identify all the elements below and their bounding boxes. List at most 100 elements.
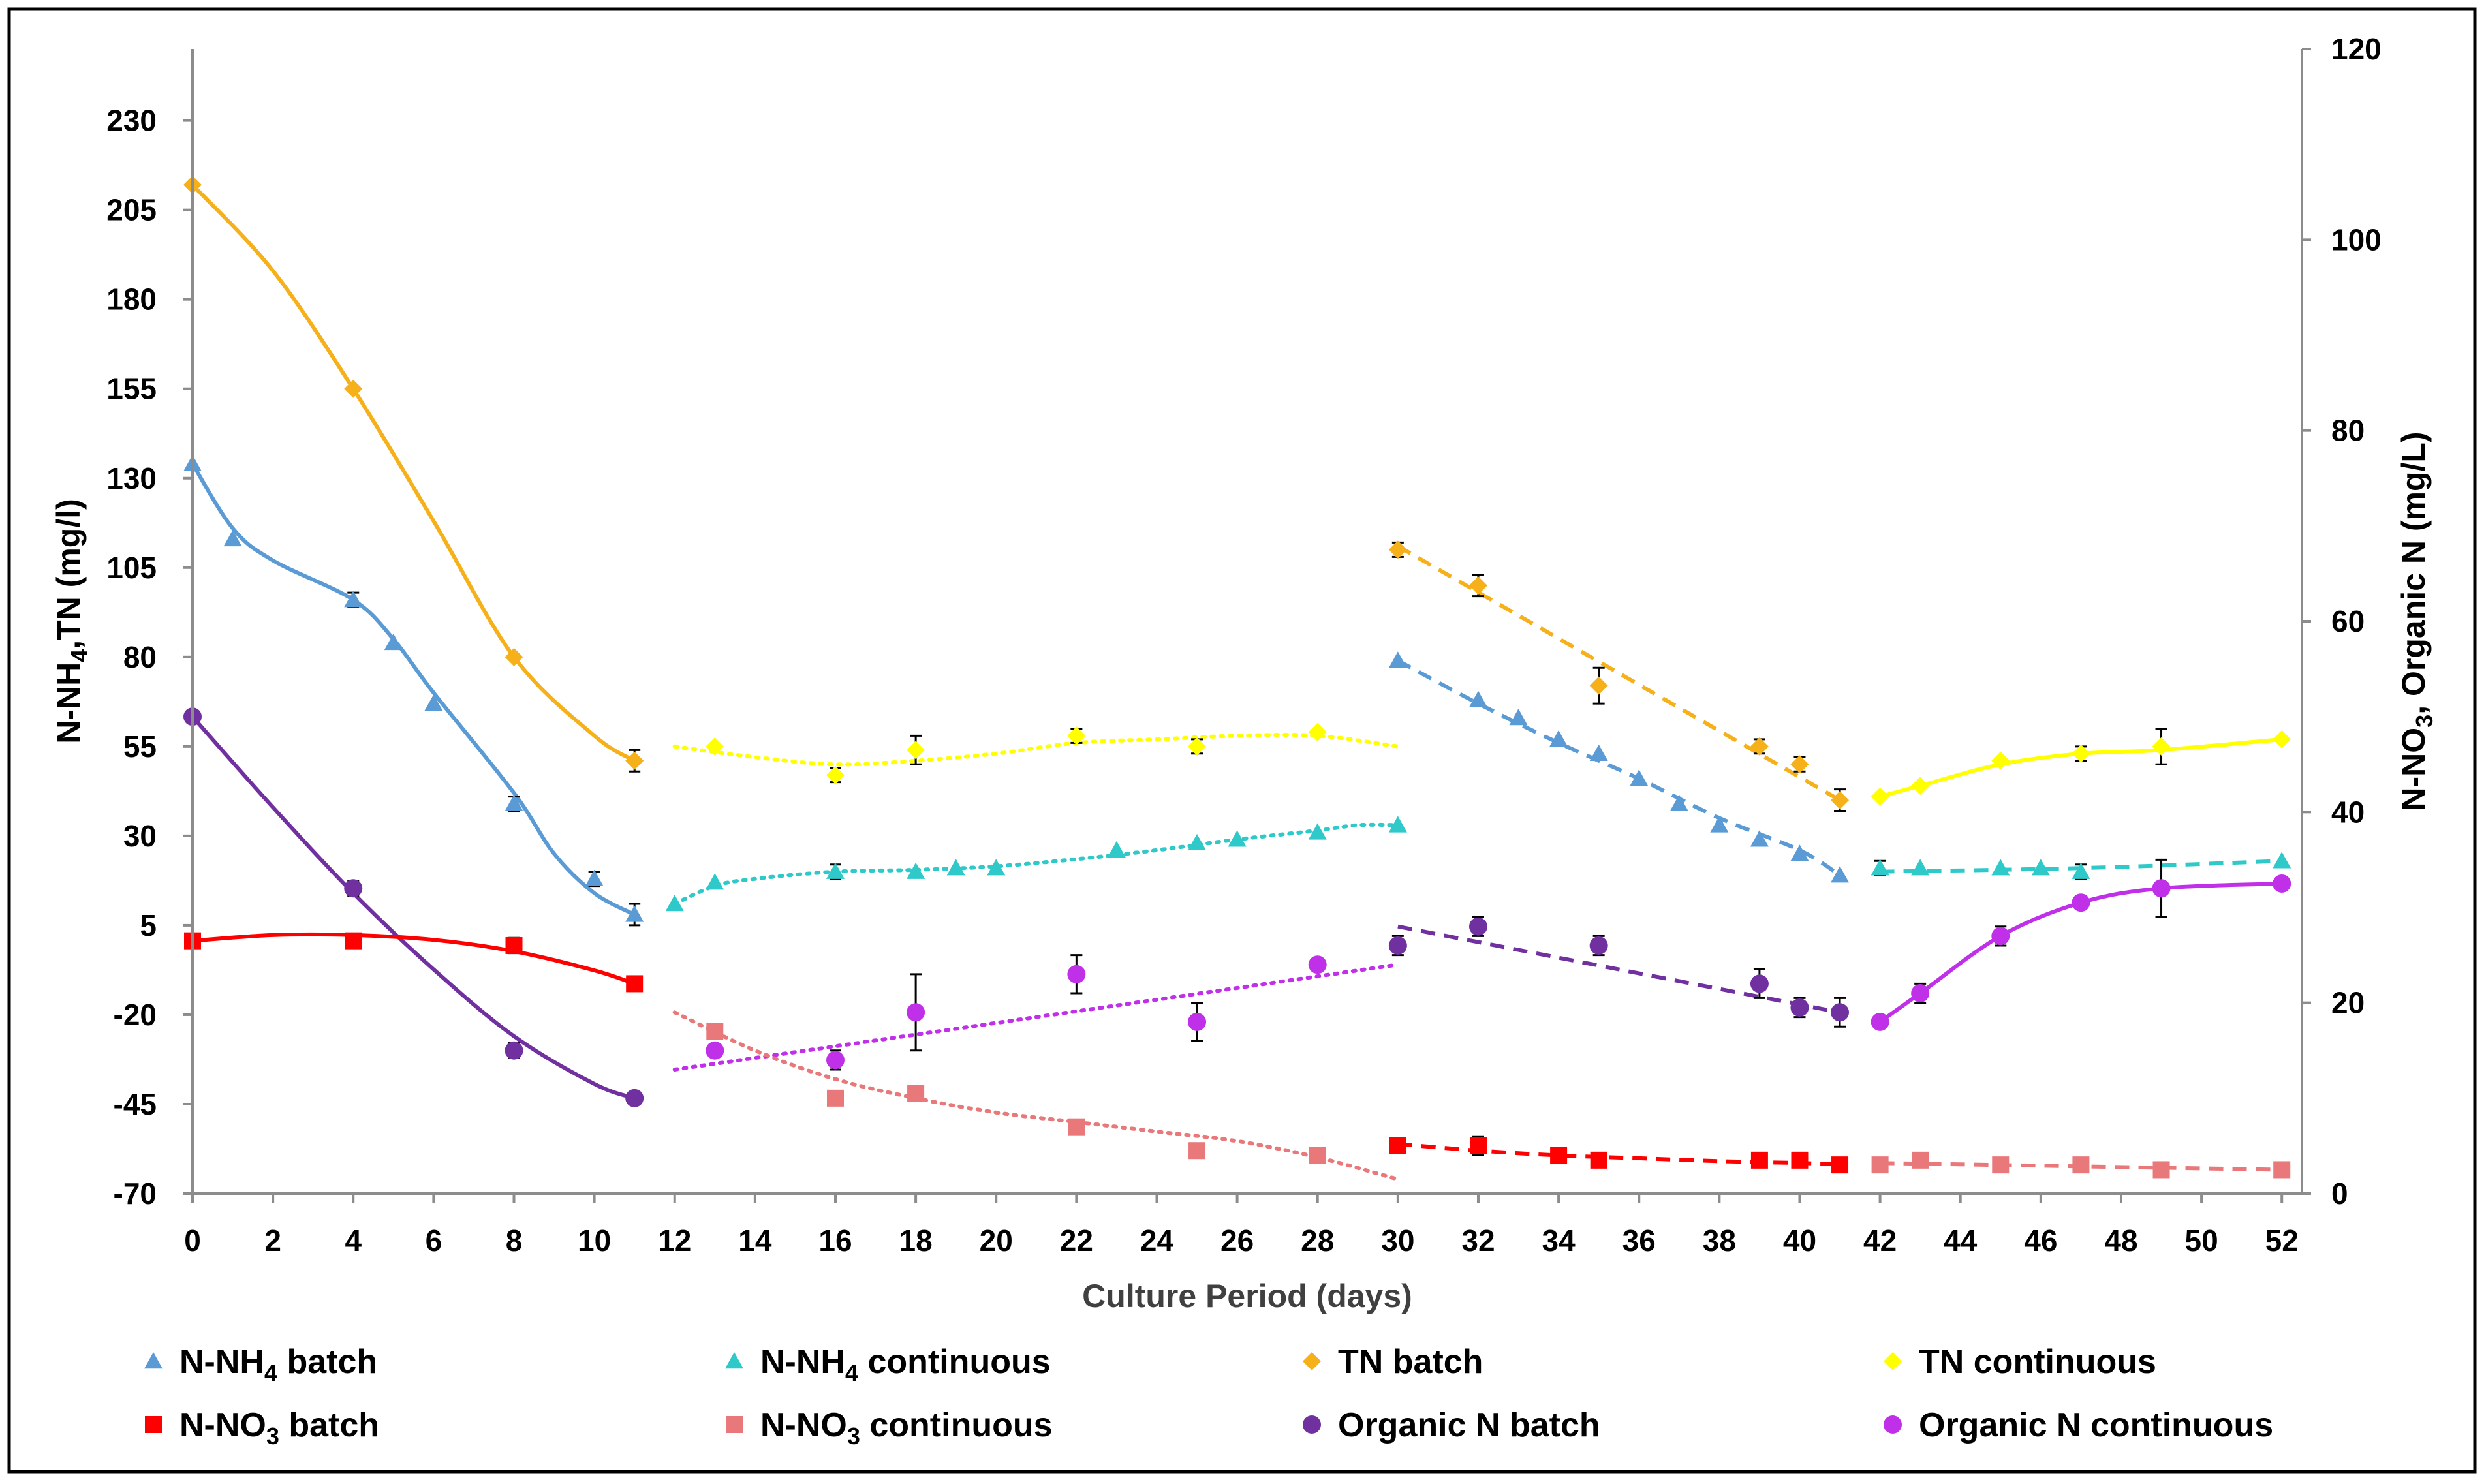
x-tick-label: 4 [345, 1224, 362, 1258]
data-point-nh4_batch [223, 529, 242, 547]
legend-label-main: Organic N batch [1338, 1406, 1600, 1444]
data-point-org_batch [1468, 917, 1487, 936]
data-point-no3_batch [1831, 1156, 1849, 1174]
left-y-tick-label: -45 [114, 1087, 157, 1121]
data-point-tn_cont [2273, 730, 2291, 749]
data-point-nh4_batch [625, 905, 644, 922]
data-point-nh4_batch [1710, 816, 1729, 833]
data-point-tn_cont [1308, 722, 1327, 741]
legend-item-org_cont: Organic N continuous [1884, 1406, 2273, 1444]
legend-marker-nh4_cont [725, 1352, 743, 1369]
data-point-tn_cont [2152, 737, 2171, 756]
legend-label-tn_cont: TN continuous [1919, 1343, 2156, 1381]
data-point-nh4_cont [1991, 859, 2010, 876]
left-y-tick-label: 130 [106, 461, 157, 495]
data-point-tn_batch [1388, 540, 1407, 559]
data-point-org_batch [1589, 936, 1608, 955]
x-tick-label: 42 [1863, 1224, 1897, 1258]
data-point-nh4_batch [344, 591, 363, 608]
left-y-tick-label: -20 [114, 998, 157, 1032]
left-y-tick-label: -70 [114, 1177, 157, 1211]
data-point-no3_batch [505, 936, 523, 954]
legend-marker-nh4_batch [144, 1352, 163, 1369]
left-y-tick-label: 5 [140, 908, 157, 942]
trendline-org_batch-2 [191, 715, 637, 1100]
right-y-tick-label: 80 [2331, 414, 2365, 448]
data-point-tn_batch [1468, 576, 1487, 595]
legend-item-no3_cont: N-NO3 continuous [726, 1406, 1053, 1449]
data-point-tn_cont [826, 765, 845, 784]
right-y-title-rest: , Organic N (mg/L) [2395, 431, 2432, 714]
legend-label-main: N-NO [179, 1406, 266, 1444]
data-point-no3_cont [2273, 1161, 2291, 1179]
data-point-org_cont [2273, 874, 2291, 893]
legend-label-main: TN continuous [1919, 1343, 2156, 1381]
data-point-tn_batch [505, 647, 523, 666]
data-point-tn_cont [1911, 777, 1930, 796]
legend-label-main: N-NH [760, 1343, 845, 1381]
data-point-org_cont [907, 1003, 925, 1022]
data-point-no3_cont [1871, 1156, 1889, 1174]
x-tick-label: 22 [1060, 1224, 1093, 1258]
data-point-nh4_batch [1388, 651, 1407, 668]
data-point-org_cont [1067, 965, 1086, 983]
x-axis-title: Culture Period (days) [1082, 1278, 1412, 1314]
trendline-no3_batch-3 [191, 932, 637, 986]
left-y-tick-label: 30 [123, 819, 157, 853]
data-point-nh4_batch [585, 869, 604, 886]
x-tick-label: 24 [1140, 1224, 1174, 1258]
left-y-tick-label: 155 [106, 372, 157, 406]
left-y-title-main: N-NH [50, 662, 87, 744]
data-points-layer [183, 176, 2291, 1179]
right-y-tick-label: 120 [2331, 32, 2382, 66]
data-point-nh4_cont [1188, 833, 1207, 851]
trendline-nh4_cont-5 [672, 822, 1400, 906]
legend: N-NH4 batch N-NH 4 continuous TN batch TN co… [144, 1343, 2273, 1449]
data-point-org_cont [1871, 1012, 1889, 1031]
data-point-nh4_cont [1911, 859, 1930, 876]
trendline-nh4_batch-1 [191, 461, 637, 917]
x-tick-label: 6 [426, 1224, 442, 1258]
left-y-tick-label: 105 [106, 551, 157, 585]
right-y-title-main: N-NO [2395, 728, 2432, 811]
legend-label-main: TN batch [1338, 1343, 1483, 1381]
data-point-nh4_batch [1790, 844, 1809, 861]
data-point-nh4_cont [665, 895, 684, 912]
left-y-tick-label: 180 [106, 283, 157, 317]
x-tick-label: 46 [2024, 1224, 2057, 1258]
legend-label-org_cont: Organic N continuous [1919, 1406, 2273, 1444]
data-point-org_cont [1991, 927, 2010, 946]
data-point-nh4_cont [2273, 852, 2291, 869]
data-point-org_cont [706, 1041, 724, 1060]
outer-frame [7, 7, 2477, 1474]
data-point-no3_batch [1590, 1151, 1607, 1169]
x-tick-label: 38 [1703, 1224, 1736, 1258]
ticks-layer [183, 48, 2311, 1203]
trendline-tn_cont-4 [672, 732, 1400, 767]
x-tick-label: 52 [2265, 1224, 2299, 1258]
data-point-tn_cont [1991, 751, 2010, 770]
right-y-title-sub: 3 [2411, 715, 2438, 728]
x-tick-label: 34 [1542, 1224, 1576, 1258]
data-point-org_cont [2152, 879, 2171, 898]
left-y-title-sub: 4 [66, 649, 93, 662]
data-point-nh4_batch [1589, 744, 1608, 762]
data-point-tn_cont [706, 737, 724, 756]
data-point-nh4_cont [2072, 862, 2090, 879]
data-point-org_batch [1831, 1003, 1850, 1022]
left-y-tick-label: 205 [106, 193, 157, 227]
right-y-tick-label: 20 [2331, 986, 2365, 1020]
data-point-nh4_cont [706, 873, 724, 890]
legend-label-sub: 4 [264, 1359, 277, 1386]
data-point-org_batch [344, 879, 363, 898]
data-point-no3_cont [1992, 1156, 2010, 1174]
data-point-no3_cont [2072, 1156, 2090, 1174]
legend-item-nh4_batch: N-NH4 batch [144, 1343, 377, 1386]
x-tick-label: 50 [2185, 1224, 2218, 1258]
data-point-org_cont [1308, 955, 1327, 974]
legend-marker-org_batch [1303, 1415, 1321, 1434]
legend-label-rest: continuous [858, 1343, 1051, 1381]
legend-label-no3_cont: N-NO3 continuous [760, 1406, 1053, 1449]
legend-item-no3_batch: N-NO3 batch [145, 1406, 379, 1449]
